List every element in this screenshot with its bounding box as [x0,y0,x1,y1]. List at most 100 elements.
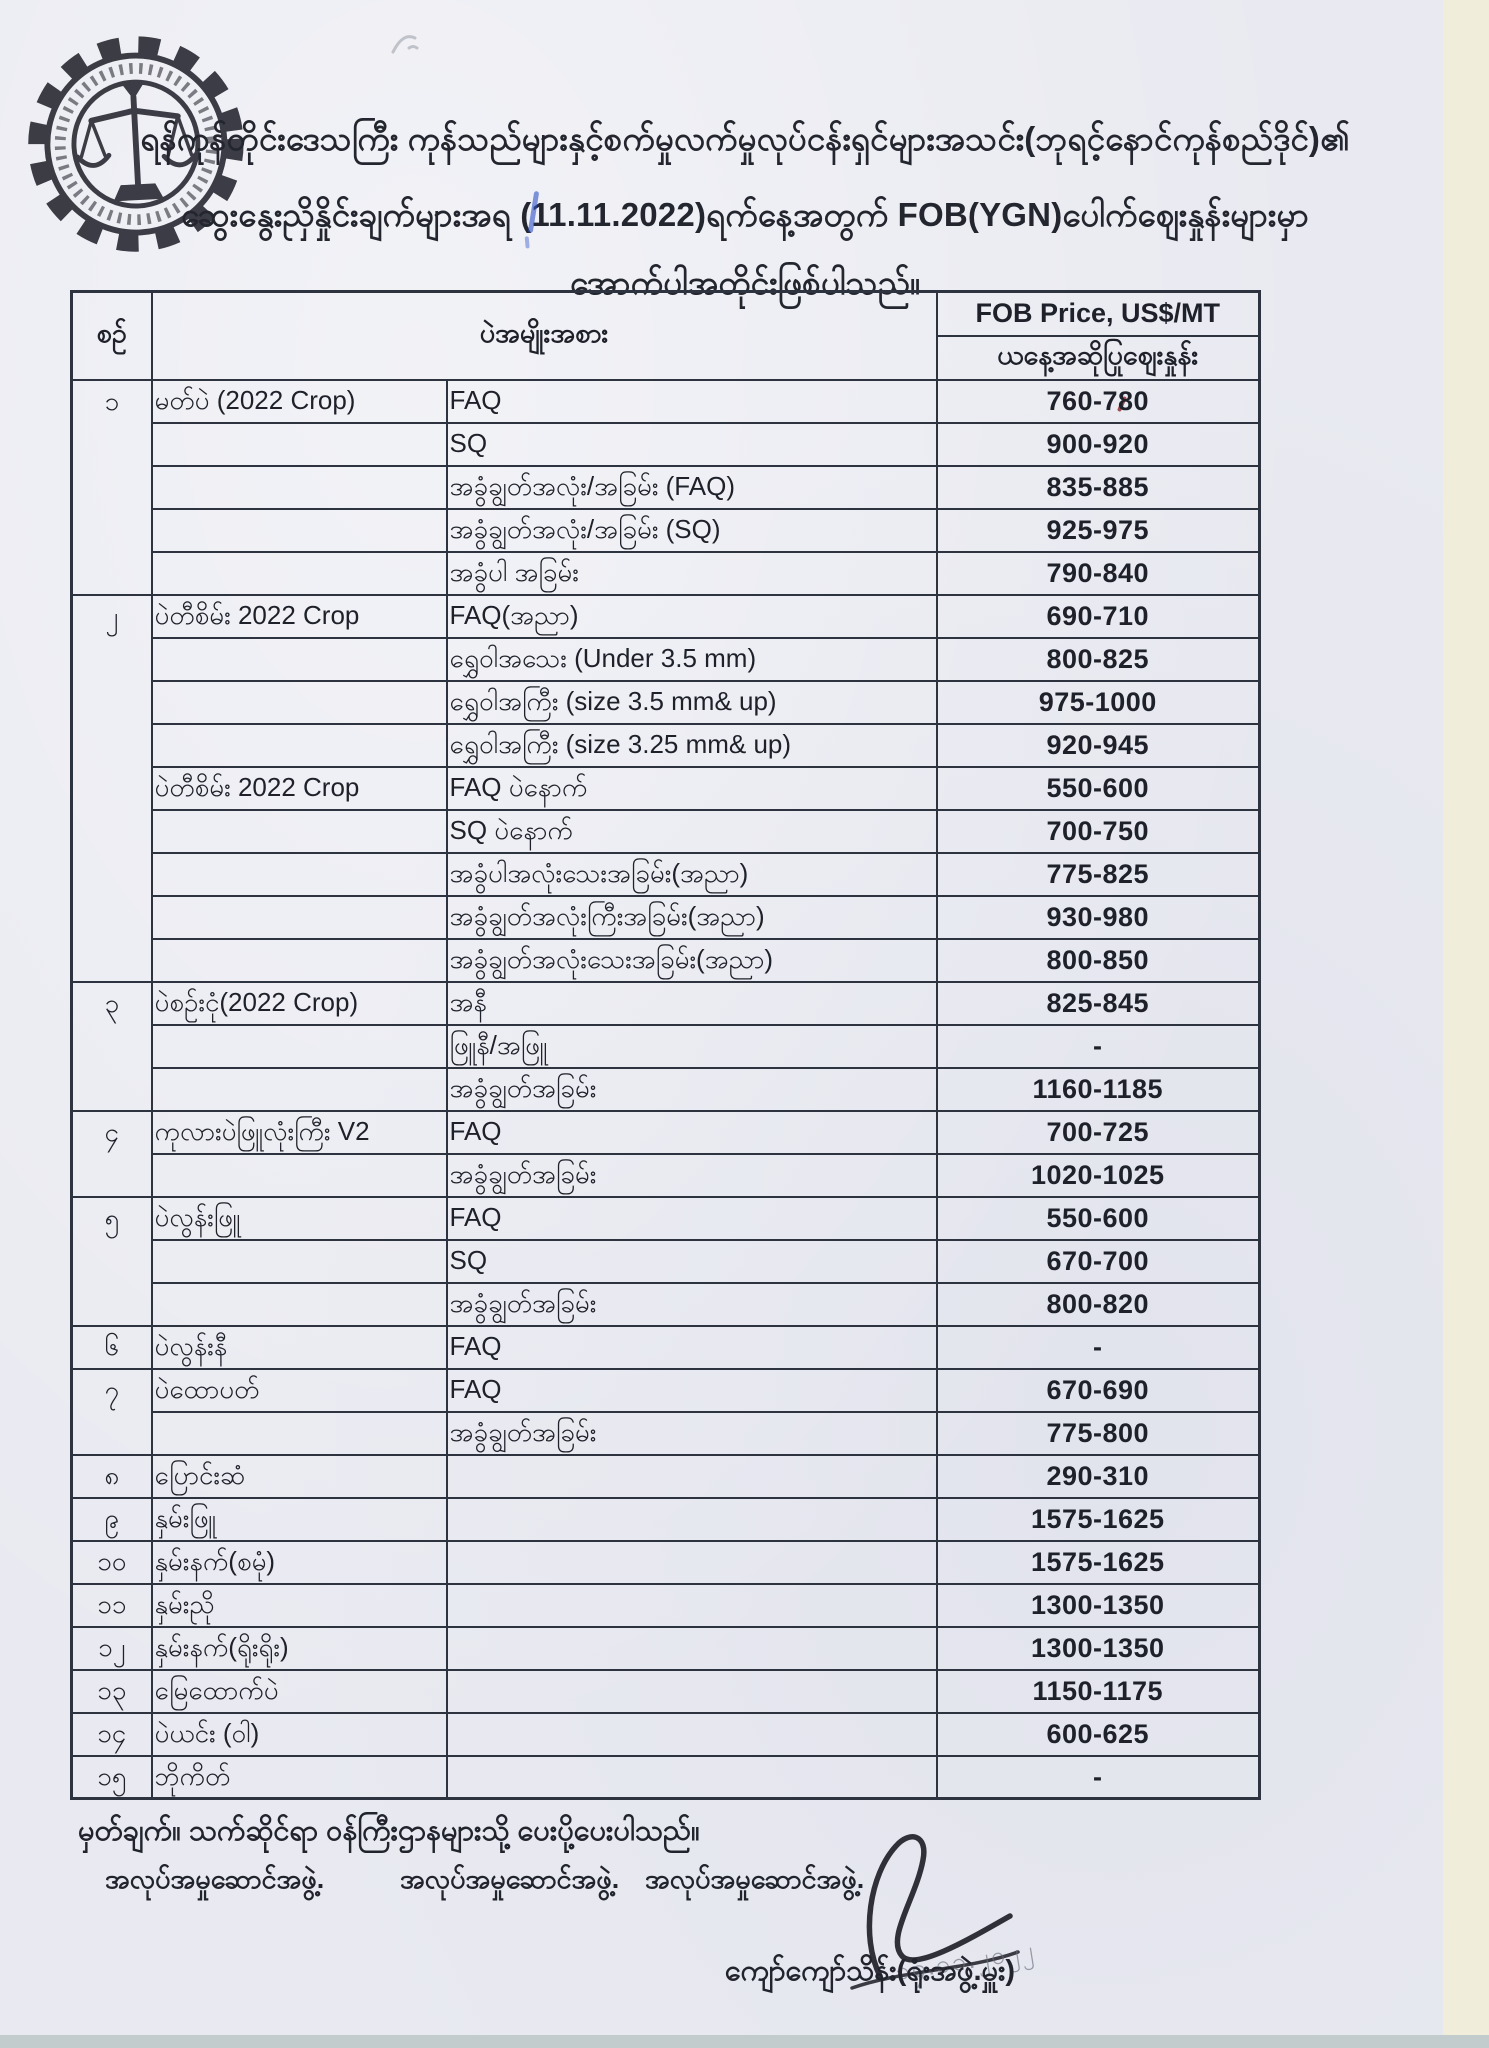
table-row: ဖြူနီ/အဖြူ - [71,1023,1260,1068]
price-cell: 550-600 [936,1195,1260,1240]
price-cell: 975-1000 [936,679,1260,724]
table-row: ၇ပဲထောပတ် FAQ 670-690 [71,1367,1260,1412]
document-title-line1: ရန်ကုန်တိုင်းဒေသကြီး ကုန်သည်များနှင့်စက်… [140,120,1350,157]
commodity-cell: နှမ်းညို [151,1582,448,1627]
date-text: 11.11.2022 [531,196,695,233]
serial-cell [71,680,153,724]
serial-cell [71,1153,153,1197]
commodity-cell: ပဲလွန်းနီ [151,1324,448,1369]
commodity-cell [151,1023,448,1068]
col-header-price-sub: ယနေ့အဆိုပြုဈေးနှုန်း [935,334,1261,381]
table-row: ၁၁ နှမ်းညို 1300-1350 [71,1582,1260,1627]
stamp-outer-ring [44,52,228,236]
serial-cell: ၁၁ [71,1582,153,1627]
grade-cell: FAQ [446,1195,938,1240]
committee-label-1: အလုပ်အမှုဆောင်အဖွဲ့. [105,1864,325,1894]
table-row: ၁၀ နှမ်းနက်(စမုံ) 1575-1625 [71,1539,1260,1584]
commodity-cell [151,894,448,939]
price-cell: 1150-1175 [936,1668,1260,1713]
serial-cell: ၁၂ [71,1625,153,1670]
grade-cell: အခွံချွတ်အလုံးကြီးအခြမ်း(အညာ) [446,894,938,939]
price-cell: 825-845 [936,980,1260,1025]
document-date: 11.11.2022 [528,190,695,234]
serial-cell: ၂ [71,593,153,638]
serial-cell: ၁၄ [71,1711,153,1756]
commodity-cell: ပဲလွန်းဖြူ [151,1195,448,1240]
commodity-cell [151,1152,448,1197]
serial-cell: ၄ [71,1109,153,1154]
serial-cell [71,766,153,810]
table-row: ၁၂ နှမ်းနက်(ရိုးရိုး) 1300-1350 [71,1625,1260,1670]
serial-cell [71,723,153,767]
grade-cell: အခွံချွတ်အခြမ်း [446,1281,938,1326]
price-cell: 290-310 [936,1453,1260,1498]
commodity-cell [151,550,448,595]
col-header-price: FOB Price, US$/MT [935,290,1261,337]
commodity-cell [151,808,448,853]
price-cell: 800-850 [936,937,1260,982]
price-cell: 835-885 [936,464,1260,509]
price-cell: - [936,1324,1260,1369]
grade-cell [446,1625,938,1670]
grade-cell: အခွံပါအလုံးသေးအခြမ်း(အညာ) [446,851,938,896]
table-row: အခွံချွတ်အလုံးကြီးအခြမ်း(အညာ) 930-980 [71,894,1260,939]
grade-cell [446,1754,938,1799]
price-cell: - [936,1754,1260,1799]
commodity-cell: မြေထောက်ပဲ [151,1668,448,1713]
serial-cell [71,938,153,982]
serial-cell [71,1282,153,1326]
grade-cell: SQ ပဲနောက် [446,808,938,853]
commodity-cell: နှမ်းနက်(စမုံ) [151,1539,448,1584]
scan-artifact-mark [391,35,419,54]
price-cell: 600-625 [936,1711,1260,1756]
commodity-cell [151,1066,448,1111]
serial-cell [71,1067,153,1111]
col-header-commodity: ပဲအမျိုးအစား [150,290,938,381]
grade-cell [446,1668,938,1713]
grade-cell: အခွံချွတ်အခြမ်း [446,1410,938,1455]
table-row: ရွှေဝါအသေး (Under 3.5 mm) 800-825 [71,636,1260,681]
grade-cell: SQ [446,421,938,466]
table-row: အခွံချွတ်အလုံးသေးအခြမ်း(အညာ) 800-850 [71,937,1260,982]
price-cell: 775-800 [936,1410,1260,1455]
price-cell: 550-600 [936,765,1260,810]
price-cell: 900-920 [936,421,1260,466]
table-row: SQ 670-700 [71,1238,1260,1283]
commodity-cell [151,937,448,982]
table-row: ၈ပြောင်းဆံ 290-310 [71,1453,1260,1498]
serial-cell [71,895,153,939]
commodity-cell: ပဲတီစိမ်း 2022 Crop [151,765,448,810]
col-header-serial: စဉ် [70,290,153,381]
table-row: အခွံချွတ်အခြမ်း 1160-1185 [71,1066,1260,1111]
grade-cell: FAQ [446,378,938,423]
price-cell: 670-690 [936,1367,1260,1412]
grade-cell: FAQ(အညာ) [446,593,938,638]
price-cell: 700-750 [936,808,1260,853]
price-cell: 760-780 [936,378,1260,423]
price-table-body: ၁မတ်ပဲ (2022 Crop) FAQ 760-780 SQ 900-920 အခွ… [71,378,1260,1799]
serial-cell [71,422,153,466]
price-cell: 930-980 [936,894,1260,939]
table-row: SQ ပဲနောက် 700-750 [71,808,1260,853]
grade-cell: အခွံချွတ်အလုံးသေးအခြမ်း(အညာ) [446,937,938,982]
grade-cell: SQ [446,1238,938,1283]
serial-cell: ၅ [71,1195,153,1240]
commodity-cell: မတ်ပဲ (2022 Crop) [151,378,448,423]
serial-cell: ၉ [71,1496,153,1541]
grade-cell: ရွှေဝါအကြီး (size 3.5 mm& up) [446,679,938,724]
price-cell: 775-825 [936,851,1260,896]
commodity-cell [151,464,448,509]
price-cell: 800-820 [936,1281,1260,1326]
commodity-cell [151,1281,448,1326]
grade-cell [446,1496,938,1541]
scan-bottom-edge [0,2035,1489,2048]
table-row: ပဲတီစိမ်း 2022 Crop FAQ ပဲနောက် 550-600 [71,765,1260,810]
price-cell: 1160-1185 [936,1066,1260,1111]
grade-cell: အခွံပါ အခြမ်း [446,550,938,595]
table-row: အခွံချွတ်အခြမ်း 800-820 [71,1281,1260,1326]
title-line2-pre: ဆွေးနွေးညှိနှိုင်းချက်များအရ ( [180,196,532,233]
commodity-cell [151,722,448,767]
grade-cell: အခွံချွတ်အလုံး/အခြမ်း (FAQ) [446,464,938,509]
serial-cell [71,551,153,595]
